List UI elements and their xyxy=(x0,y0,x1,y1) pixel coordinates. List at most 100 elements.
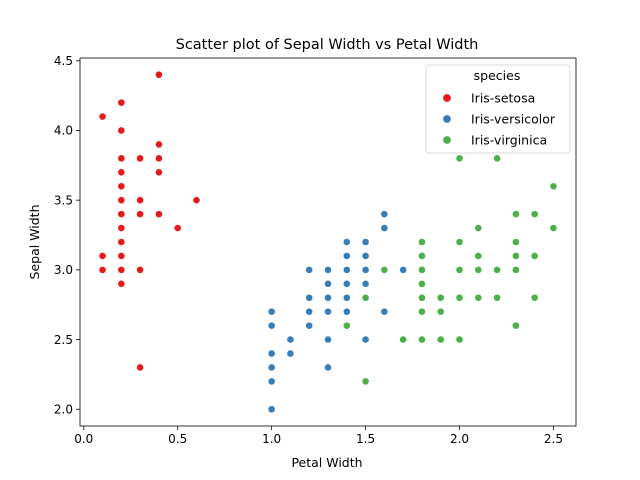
data-point xyxy=(511,252,520,260)
data-point xyxy=(530,293,539,302)
data-point xyxy=(117,154,126,163)
x-tick-label: 2.5 xyxy=(544,432,563,446)
data-point xyxy=(342,307,351,316)
data-point xyxy=(286,349,295,358)
data-point xyxy=(192,196,201,205)
legend-marker xyxy=(442,93,452,103)
data-point xyxy=(305,265,314,274)
data-point xyxy=(155,70,163,79)
chart-title: Scatter plot of Sepal Width vs Petal Wid… xyxy=(176,37,479,53)
data-point xyxy=(324,265,332,274)
data-point xyxy=(136,196,145,205)
data-point xyxy=(418,335,426,344)
legend-title: species xyxy=(474,68,521,83)
data-point xyxy=(98,112,107,121)
data-point xyxy=(380,307,389,316)
data-point xyxy=(380,210,389,219)
data-point xyxy=(267,363,276,372)
data-point xyxy=(511,265,520,274)
x-tick-label: 2.0 xyxy=(450,432,469,446)
legend-label: Iris-versicolor xyxy=(471,112,556,127)
data-point xyxy=(267,321,276,330)
data-point xyxy=(361,238,370,246)
data-point xyxy=(155,168,163,177)
data-point xyxy=(342,238,351,246)
y-axis-label: Sepal Width xyxy=(27,205,42,280)
data-point xyxy=(117,168,126,177)
data-point xyxy=(418,279,426,288)
data-point xyxy=(267,405,276,414)
data-point xyxy=(361,279,370,288)
data-point xyxy=(117,98,126,107)
data-point xyxy=(267,307,276,316)
legend-label: Iris-setosa xyxy=(471,91,535,106)
data-point xyxy=(549,224,558,232)
data-point xyxy=(98,265,107,274)
data-point xyxy=(136,265,145,274)
data-point xyxy=(418,307,426,316)
series-iris-versicolor xyxy=(267,210,426,414)
data-point xyxy=(455,265,464,274)
data-point xyxy=(530,210,539,219)
data-point xyxy=(455,154,464,163)
y-tick-label: 2.5 xyxy=(54,333,73,347)
data-point xyxy=(474,293,483,302)
data-point xyxy=(117,238,126,246)
x-tick-label: 1.0 xyxy=(262,432,281,446)
data-point xyxy=(493,293,501,302)
x-tick-label: 0.0 xyxy=(74,432,93,446)
data-point xyxy=(155,140,163,149)
data-point xyxy=(511,238,520,246)
x-tick-label: 0.5 xyxy=(168,432,187,446)
data-point xyxy=(399,335,408,344)
data-point xyxy=(361,377,370,386)
data-point xyxy=(455,238,464,246)
x-axis-ticks: 0.0 0.5 1.0 1.5 2.0 2.5 xyxy=(74,426,563,446)
data-point xyxy=(286,335,295,344)
data-point xyxy=(305,321,314,330)
data-point xyxy=(155,154,163,163)
data-point xyxy=(530,252,539,260)
data-point xyxy=(324,279,332,288)
y-tick-label: 4.5 xyxy=(54,54,73,68)
legend: species Iris-setosa Iris-versicolor Iris-v… xyxy=(425,64,571,154)
data-point xyxy=(117,279,126,288)
data-point xyxy=(511,321,520,330)
data-point xyxy=(305,307,314,316)
legend-marker xyxy=(442,135,452,145)
data-point xyxy=(418,238,426,246)
data-point xyxy=(117,210,126,219)
data-point xyxy=(436,307,445,316)
data-point xyxy=(342,321,351,330)
data-point xyxy=(474,224,483,232)
data-point xyxy=(549,182,558,191)
y-tick-label: 3.0 xyxy=(54,263,73,277)
legend-box xyxy=(425,64,571,154)
legend-label: Iris-virginica xyxy=(471,133,547,148)
data-point xyxy=(380,224,389,232)
data-point xyxy=(361,252,370,260)
data-point xyxy=(493,265,501,274)
data-point xyxy=(155,210,163,219)
x-tick-label: 1.5 xyxy=(356,432,375,446)
x-axis-label: Petal Width xyxy=(291,455,362,470)
data-point xyxy=(455,293,464,302)
data-point xyxy=(474,252,483,260)
data-point xyxy=(324,307,332,316)
data-point xyxy=(117,196,126,205)
data-point xyxy=(399,265,408,274)
data-point xyxy=(324,293,332,302)
data-point xyxy=(511,210,520,219)
series-iris-virginica xyxy=(342,154,558,386)
data-point xyxy=(117,265,126,274)
data-point xyxy=(342,252,351,260)
data-point xyxy=(455,335,464,344)
legend-marker xyxy=(442,114,452,124)
data-point xyxy=(136,154,145,163)
data-point xyxy=(474,265,483,274)
data-point xyxy=(117,252,126,260)
data-points-layer xyxy=(98,70,558,414)
data-point xyxy=(117,224,126,232)
data-point xyxy=(418,265,426,274)
data-point xyxy=(436,335,445,344)
